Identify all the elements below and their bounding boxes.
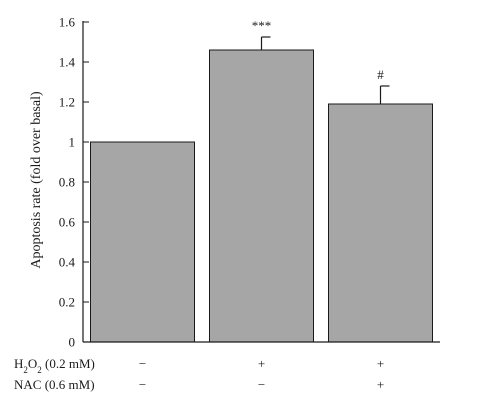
y-tick-label: 1.6 bbox=[59, 15, 76, 30]
condition-sign: − bbox=[258, 377, 265, 392]
bar-1 bbox=[90, 141, 195, 343]
bar-2 bbox=[209, 49, 314, 343]
y-tick-label: 1.2 bbox=[59, 95, 75, 110]
condition-label-2: NAC (0.6 mM) bbox=[14, 377, 95, 392]
y-axis-label: Apoptosis rate (fold over basal) bbox=[29, 91, 44, 269]
y-tick-label: 0.2 bbox=[59, 295, 75, 310]
condition-sign: + bbox=[377, 377, 384, 392]
bar-3 bbox=[328, 103, 433, 343]
condition-sign: − bbox=[139, 377, 146, 392]
condition-sign: + bbox=[377, 356, 384, 371]
significance-label-2: *** bbox=[252, 18, 272, 33]
y-tick-label: 0.4 bbox=[59, 255, 76, 270]
y-tick-label: 1.4 bbox=[59, 55, 76, 70]
y-tick-label: 0.8 bbox=[59, 175, 75, 190]
significance-label-3: # bbox=[377, 67, 384, 82]
y-tick-label: 0 bbox=[69, 335, 76, 350]
condition-table: H2O2 (0.2 mM) − + + NAC (0.6 mM) − − + bbox=[14, 356, 384, 392]
y-tick-label: 0.6 bbox=[59, 215, 76, 230]
plot-area: *** #0 0.2 0.4 0.6 0.8 1 1.2 1.4 1.6 bbox=[59, 15, 440, 350]
condition-sign: + bbox=[258, 356, 265, 371]
condition-label-1: H2O2 (0.2 mM) bbox=[14, 356, 95, 375]
condition-sign: − bbox=[139, 356, 146, 371]
y-tick-label: 1 bbox=[69, 135, 76, 150]
